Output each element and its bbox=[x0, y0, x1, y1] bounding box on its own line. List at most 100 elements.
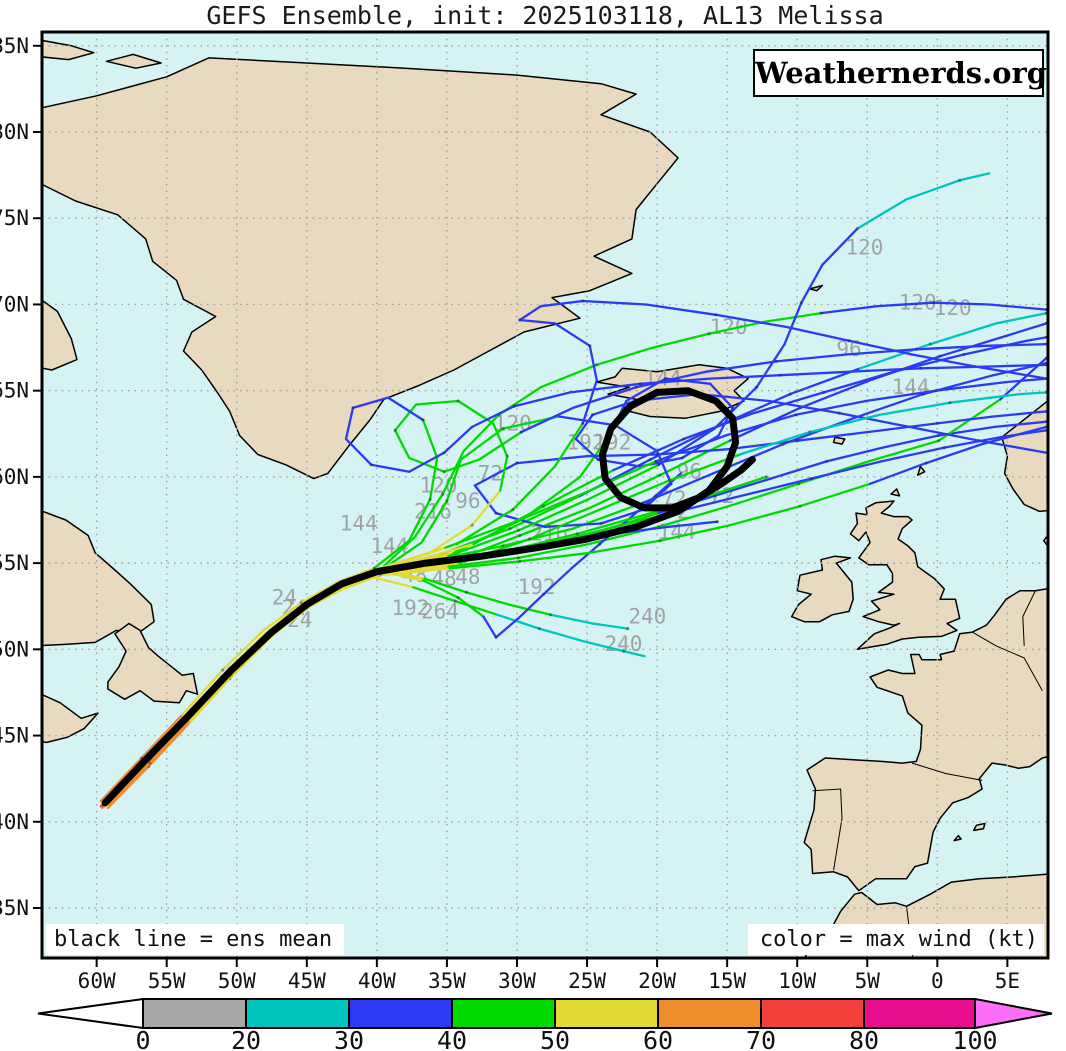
ensemble-track-segment bbox=[655, 449, 673, 485]
track-position-dot bbox=[654, 459, 658, 463]
ensemble-track-segment bbox=[634, 370, 708, 389]
ensemble-track-segment bbox=[420, 499, 449, 544]
land-polygon bbox=[107, 622, 199, 704]
ensemble-track-segment bbox=[800, 263, 824, 304]
lat-tick-label: 75N bbox=[0, 206, 29, 230]
track-position-dot bbox=[519, 430, 523, 434]
colorbar-tick-label: 70 bbox=[746, 1026, 776, 1051]
ensemble-track-segment bbox=[518, 318, 556, 325]
colorbar-segment bbox=[245, 998, 350, 1029]
track-position-dot bbox=[755, 385, 759, 389]
track-position-dot bbox=[453, 599, 457, 603]
track-position-dot bbox=[508, 527, 512, 531]
ensemble-track-segment bbox=[655, 448, 729, 456]
track-position-dot bbox=[537, 627, 541, 631]
track-position-dot bbox=[512, 404, 516, 408]
ensemble-track-segment bbox=[658, 524, 732, 542]
ensemble-track-segment bbox=[140, 713, 184, 760]
track-position-dot bbox=[938, 354, 942, 358]
track-position-dot bbox=[511, 508, 515, 512]
ensemble-track-segment bbox=[442, 425, 474, 454]
ensemble-track-segment bbox=[507, 603, 552, 616]
ensemble-track-segment bbox=[725, 439, 799, 451]
track-position-dot bbox=[494, 635, 498, 639]
ensemble-track-segment bbox=[570, 542, 601, 570]
forecast-hour-label: 120 bbox=[845, 235, 883, 259]
ensemble-track-segment bbox=[494, 617, 520, 639]
forecast-hour-label: 264 bbox=[421, 599, 459, 623]
lon-tick-label: 55W bbox=[148, 969, 186, 993]
track-position-dot bbox=[934, 389, 938, 393]
ensemble-track-segment bbox=[852, 392, 925, 420]
track-position-dot bbox=[942, 446, 946, 450]
land-polygon bbox=[803, 587, 1048, 892]
lat-tick-label: 50N bbox=[0, 637, 29, 661]
colorbar-tick-label: 0 bbox=[135, 1026, 150, 1051]
track-position-dot bbox=[599, 521, 603, 526]
ensemble-track-segment bbox=[989, 363, 1048, 368]
ensemble-track-segment bbox=[423, 577, 468, 594]
ensemble-track-segment bbox=[667, 520, 719, 529]
ensemble-track-segment bbox=[221, 629, 265, 672]
ensemble-track-segment bbox=[407, 456, 446, 473]
lon-tick-label: 20W bbox=[638, 969, 676, 993]
ensemble-track-segment bbox=[378, 567, 451, 577]
track-position-dot bbox=[788, 392, 792, 396]
track-position-dot bbox=[516, 528, 520, 532]
lat-tick-label: 65N bbox=[0, 379, 29, 403]
track-position-dot bbox=[581, 421, 585, 425]
ensemble-track-segment bbox=[993, 420, 1048, 429]
track-position-dot bbox=[518, 318, 522, 322]
ensemble-track-segment bbox=[908, 425, 981, 442]
colorbar-segment bbox=[142, 998, 247, 1029]
ensemble-track-segment bbox=[447, 556, 520, 568]
map-frame bbox=[40, 30, 1050, 960]
ensemble-track-segment bbox=[473, 461, 519, 487]
watermark: Weathernerds.org bbox=[753, 49, 1047, 97]
ensemble-track-segment bbox=[189, 674, 233, 722]
ensemble-track-segment bbox=[849, 367, 922, 373]
ensemble-track-segment bbox=[864, 389, 938, 403]
land-polygon bbox=[890, 488, 901, 497]
ensemble-track-segment bbox=[518, 551, 591, 563]
track-position-dot bbox=[799, 301, 804, 305]
forecast-hour-label: 192 bbox=[392, 596, 430, 620]
colorbar-segment bbox=[863, 998, 976, 1029]
track-position-dot bbox=[654, 494, 658, 498]
ensemble-track-segment bbox=[591, 399, 636, 416]
track-position-dot bbox=[948, 401, 952, 405]
track-position-dot bbox=[656, 463, 661, 467]
lon-tick-label: 0 bbox=[931, 969, 944, 993]
ensemble-track-segment bbox=[462, 413, 500, 453]
track-position-dot bbox=[595, 363, 599, 367]
ensemble-track-segment bbox=[1025, 336, 1048, 342]
ensemble-track-segment bbox=[393, 429, 411, 460]
ensemble-track-segment bbox=[300, 580, 339, 604]
ensemble-track-segment bbox=[518, 305, 542, 322]
ensemble-track-segment bbox=[385, 541, 423, 568]
country-border bbox=[812, 788, 843, 871]
country-border bbox=[1022, 590, 1036, 646]
ensemble-track-segment bbox=[351, 396, 390, 410]
ensemble-track-segment bbox=[407, 451, 446, 473]
ensemble-track-segment bbox=[988, 303, 1048, 311]
ensemble-track-segment bbox=[444, 520, 517, 549]
ensemble-track-segment bbox=[459, 427, 505, 461]
ensemble-track-segment bbox=[370, 575, 415, 589]
ensemble-track-segment bbox=[658, 439, 732, 477]
lat-tick-label: 70N bbox=[0, 292, 29, 316]
track-position-dot bbox=[528, 537, 532, 541]
track-position-dot bbox=[764, 475, 769, 479]
ensemble-track-segment bbox=[180, 668, 224, 717]
ensemble-track-segment bbox=[856, 198, 908, 230]
ensemble-track-segment bbox=[520, 406, 575, 434]
ensemble-track-segment bbox=[386, 396, 425, 422]
track-position-dot bbox=[822, 390, 826, 394]
track-position-dot bbox=[682, 437, 686, 441]
ensemble-track-segment bbox=[581, 379, 598, 425]
track-position-dot bbox=[937, 433, 941, 438]
track-position-dot bbox=[428, 497, 432, 501]
ensemble-track-segment bbox=[553, 422, 584, 468]
ensemble-track-segment bbox=[496, 613, 541, 630]
forecast-hour-label: 48 bbox=[455, 565, 480, 589]
